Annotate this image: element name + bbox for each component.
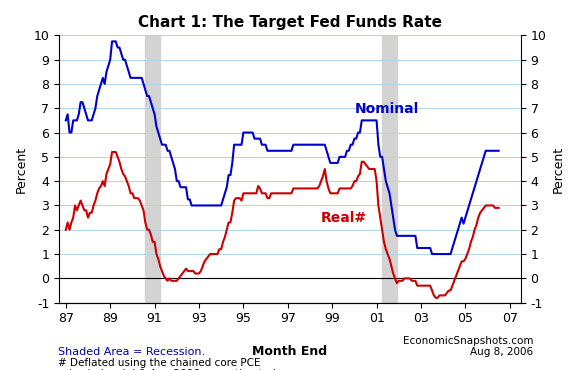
Text: Real#: Real# xyxy=(321,212,367,225)
Text: Shaded Area = Recession.: Shaded Area = Recession. xyxy=(58,347,205,357)
Text: Nominal: Nominal xyxy=(354,102,419,116)
Bar xyxy=(382,35,397,303)
Text: Month End: Month End xyxy=(252,345,328,358)
Bar xyxy=(146,35,160,303)
Y-axis label: Percent: Percent xyxy=(15,145,28,192)
Y-axis label: Percent: Percent xyxy=(552,145,565,192)
Title: Chart 1: The Target Fed Funds Rate: Chart 1: The Target Fed Funds Rate xyxy=(138,15,442,30)
Text: # Deflated using the chained core PCE
price index. Jul & Aug 2006 are estimated.: # Deflated using the chained core PCE pr… xyxy=(58,358,279,370)
Text: EconomicSnapshots.com
Aug 8, 2006: EconomicSnapshots.com Aug 8, 2006 xyxy=(403,336,534,357)
